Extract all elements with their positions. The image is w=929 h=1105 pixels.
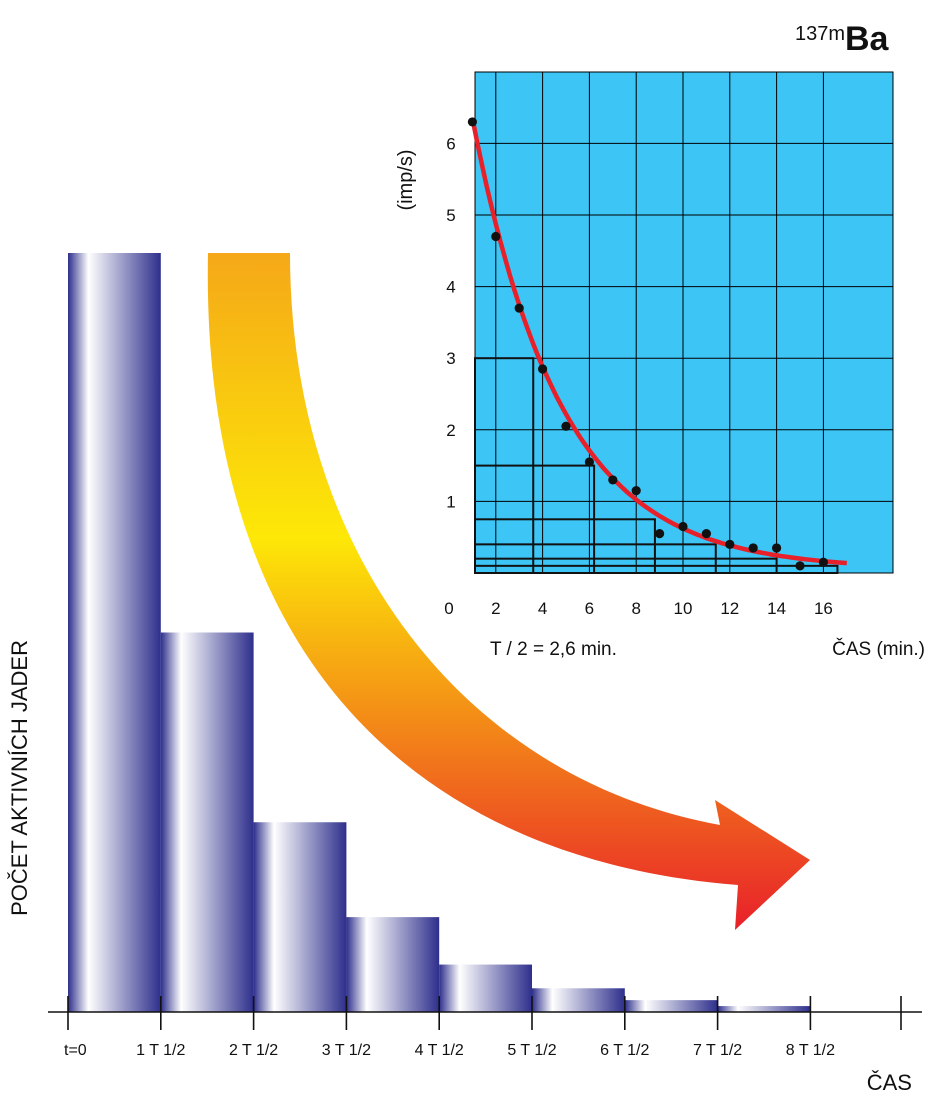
data-point-14 — [795, 561, 805, 571]
inset-y-tick-3: 3 — [446, 349, 455, 368]
bar-6 — [624, 1000, 718, 1012]
x-tick-label-7: 7 T 1/2 — [693, 1042, 742, 1059]
data-point-8 — [655, 529, 665, 539]
data-point-7 — [631, 486, 641, 496]
data-point-11 — [725, 539, 735, 549]
data-point-6 — [608, 475, 618, 485]
inset-x-axis-label: ČAS (min.) — [832, 638, 925, 660]
data-point-15 — [818, 557, 829, 567]
data-point-12 — [748, 543, 758, 553]
bar-7 — [717, 1006, 811, 1012]
inset-y-tick-4: 4 — [446, 278, 455, 297]
x-tick-label-4: 4 T 1/2 — [415, 1042, 464, 1059]
inset-x-tick-2: 2 — [491, 599, 500, 618]
x-tick-label-6: 6 T 1/2 — [600, 1042, 649, 1059]
inset-x-tick-0: 0 — [444, 599, 453, 618]
data-point-4 — [561, 421, 571, 431]
inset-x-tick-8: 8 — [631, 599, 640, 618]
inset-y-tick-6: 6 — [446, 134, 455, 153]
half-life-annotation: T / 2 = 2,6 min. — [490, 639, 617, 660]
x-tick-label-1: 1 T 1/2 — [136, 1042, 185, 1059]
inset-x-tick-10: 10 — [674, 599, 693, 618]
inset-x-tick-12: 12 — [720, 599, 739, 618]
bar-2 — [253, 822, 347, 1012]
inset-y-tick-2: 2 — [446, 421, 455, 440]
data-point-5 — [584, 457, 595, 467]
isotope-label: 137m — [795, 23, 845, 45]
bar-0 — [68, 253, 161, 1012]
inset-y-tick-1: 1 — [446, 492, 455, 511]
data-points — [467, 117, 829, 571]
inset-y-axis-label: (imp/s) — [395, 149, 417, 210]
x-tick-label-0: t=0 — [64, 1042, 87, 1059]
x-tick-label-5: 5 T 1/2 — [507, 1042, 556, 1059]
inset-grid — [475, 72, 893, 573]
data-point-9 — [678, 521, 688, 532]
bar-5 — [532, 988, 625, 1012]
data-point-3 — [538, 364, 548, 374]
data-point-2 — [514, 303, 524, 313]
bar-3 — [346, 917, 440, 1012]
bar-1 — [160, 632, 254, 1012]
isotope-mass: 137m — [795, 23, 845, 45]
inset-x-tick-4: 4 — [538, 599, 547, 618]
bar-y-axis-label: POČET AKTIVNÍCH JADER — [7, 640, 32, 916]
x-tick-label-8: 8 T 1/2 — [786, 1042, 835, 1059]
data-point-13 — [772, 543, 782, 553]
halving-steps — [474, 357, 839, 575]
bar-4 — [439, 964, 532, 1012]
decay-arrow — [207, 253, 810, 930]
data-point-0 — [467, 117, 477, 127]
inset-x-tick-6: 6 — [585, 599, 594, 618]
inset-y-tick-5: 5 — [446, 206, 455, 225]
data-point-1 — [491, 231, 501, 242]
inset-x-tick-14: 14 — [767, 599, 786, 618]
inset-x-tick-16: 16 — [814, 599, 833, 618]
inset-plot-area — [474, 71, 894, 574]
bar-x-axis-label: ČAS — [867, 1070, 912, 1095]
x-tick-label-2: 2 T 1/2 — [229, 1042, 278, 1059]
x-tick-label-3: 3 T 1/2 — [322, 1042, 371, 1059]
x-ticks-group: t=0 1 T 1/2 2 T 1/2 3 T 1/2 4 T 1/2 5 T 1/2 6 … — [64, 996, 902, 1059]
bar-chart: t=0 1 T 1/2 2 T 1/2 3 T 1/2 4 T 1/2 5 T 1/2 6 … — [7, 253, 922, 1095]
bars-group — [68, 253, 811, 1012]
data-point-10 — [701, 529, 712, 539]
fit-curve — [470, 117, 847, 566]
isotope-symbol: Ba — [845, 20, 890, 58]
halving-box-5 — [474, 564, 839, 575]
